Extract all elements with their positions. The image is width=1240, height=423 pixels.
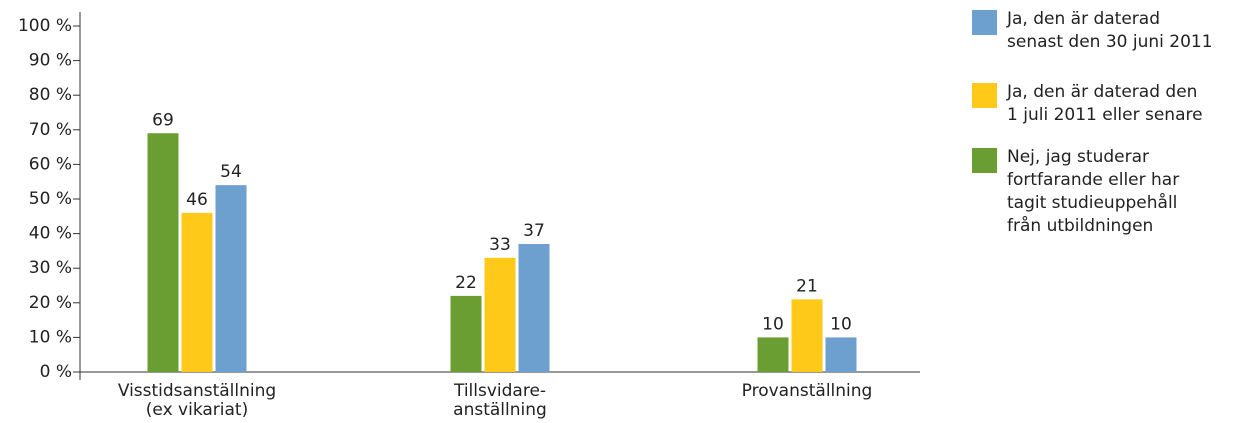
value-label: 69 xyxy=(152,110,174,130)
bar xyxy=(181,212,213,372)
value-label: 46 xyxy=(186,190,208,210)
legend-label: Ja, den är daterad senast den 30 juni 20… xyxy=(1007,9,1213,52)
bar xyxy=(484,257,516,372)
bar xyxy=(791,299,823,372)
value-label: 10 xyxy=(830,314,852,334)
y-tick-label: 90 % xyxy=(29,51,72,71)
bar xyxy=(147,133,179,372)
y-tick-label: 20 % xyxy=(29,293,72,313)
value-label: 22 xyxy=(455,273,477,293)
bar xyxy=(825,337,857,372)
legend-swatch xyxy=(972,10,997,35)
y-tick-label: 40 % xyxy=(29,224,72,244)
legend-swatch xyxy=(972,83,997,108)
value-label: 10 xyxy=(762,314,784,334)
y-tick-label: 0 % xyxy=(40,362,72,382)
y-tick-label: 80 % xyxy=(29,85,72,105)
value-label: 54 xyxy=(220,162,242,182)
legend-label: Ja, den är daterad den 1 juli 2011 eller… xyxy=(1007,82,1203,125)
legend-label: Nej, jag studerar fortfarande eller har … xyxy=(1007,147,1180,236)
x-tick-label: Visstidsanställning (ex vikariat) xyxy=(117,381,277,420)
y-tick-label: 60 % xyxy=(29,154,72,174)
value-label: 21 xyxy=(796,276,818,296)
y-tick-label: 50 % xyxy=(29,189,72,209)
y-tick-label: 100 % xyxy=(18,16,72,36)
x-tick-label: Tillsvidare- anställning xyxy=(453,381,547,420)
y-tick-label: 30 % xyxy=(29,258,72,278)
y-tick-label: 10 % xyxy=(29,327,72,347)
bar xyxy=(518,243,550,372)
legend-swatch xyxy=(972,148,997,173)
bar xyxy=(450,295,482,372)
bar xyxy=(757,337,789,372)
y-tick-label: 70 % xyxy=(29,120,72,140)
value-label: 37 xyxy=(523,221,545,241)
x-tick-label: Provanställning xyxy=(741,381,873,401)
value-label: 33 xyxy=(489,235,511,255)
bar xyxy=(215,185,247,372)
